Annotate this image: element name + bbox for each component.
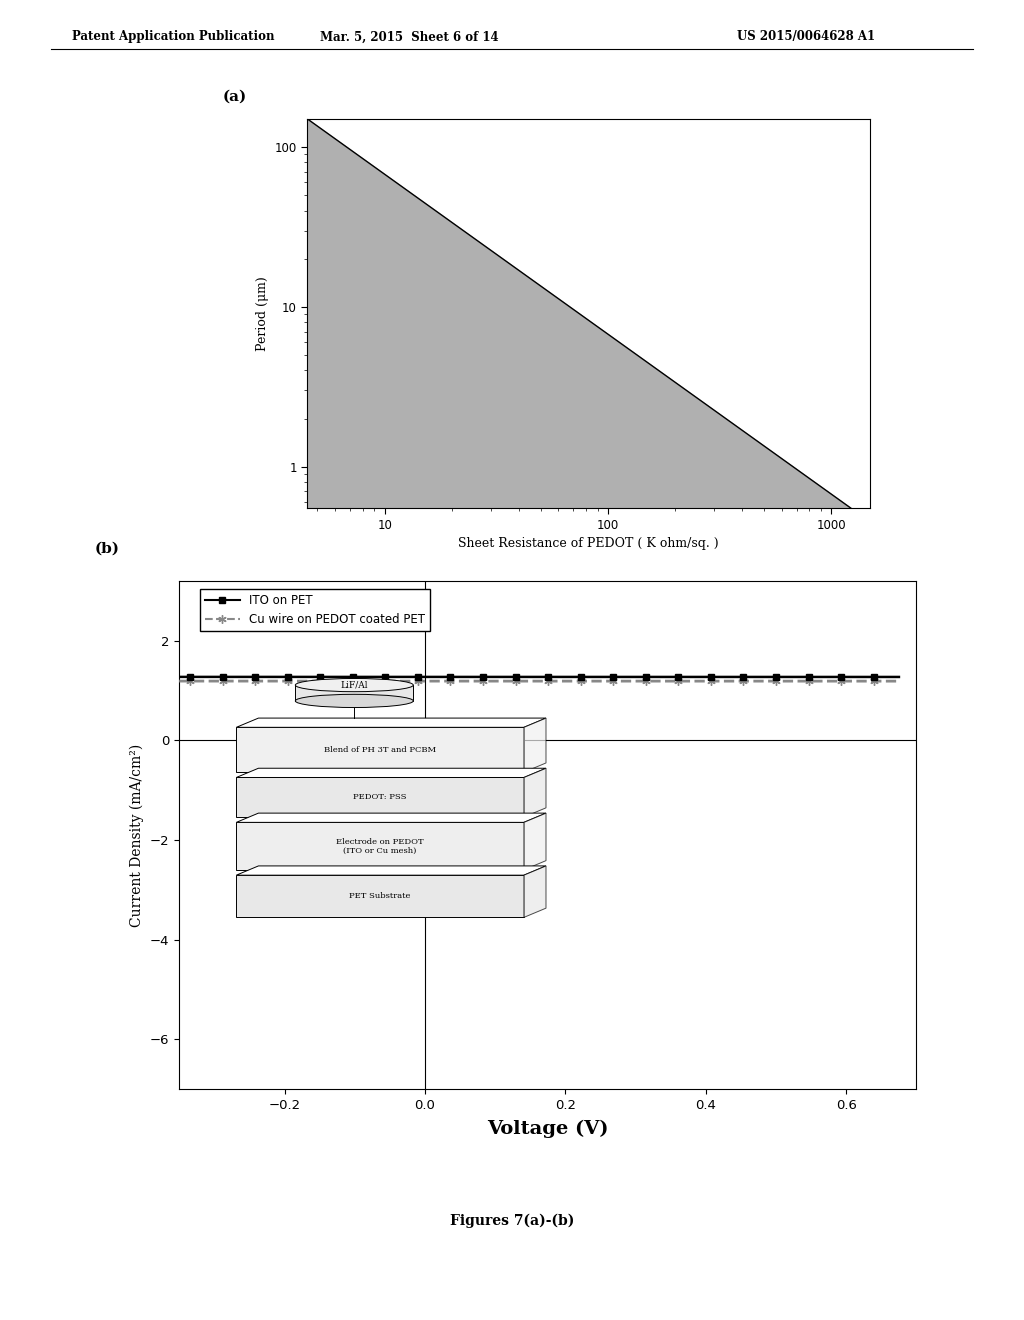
Legend: ITO on PET, Cu wire on PEDOT coated PET: ITO on PET, Cu wire on PEDOT coated PET bbox=[200, 589, 430, 631]
FancyBboxPatch shape bbox=[237, 727, 524, 772]
Text: Electrode on PEDOT
(ITO or Cu mesh): Electrode on PEDOT (ITO or Cu mesh) bbox=[336, 837, 424, 855]
Text: (a): (a) bbox=[222, 90, 247, 103]
FancyBboxPatch shape bbox=[237, 822, 524, 870]
FancyBboxPatch shape bbox=[295, 685, 414, 701]
Y-axis label: Current Density (mA/cm²): Current Density (mA/cm²) bbox=[130, 743, 144, 927]
Text: Mar. 5, 2015  Sheet 6 of 14: Mar. 5, 2015 Sheet 6 of 14 bbox=[321, 30, 499, 44]
Ellipse shape bbox=[295, 678, 414, 692]
Text: LiF/Al: LiF/Al bbox=[341, 681, 368, 689]
Text: PET Substrate: PET Substrate bbox=[349, 892, 411, 900]
Polygon shape bbox=[524, 866, 546, 917]
Text: PEDOT: PSS: PEDOT: PSS bbox=[353, 793, 407, 801]
Text: Figures 7(a)-(b): Figures 7(a)-(b) bbox=[450, 1214, 574, 1228]
Polygon shape bbox=[237, 813, 546, 822]
X-axis label: Voltage (V): Voltage (V) bbox=[487, 1121, 608, 1138]
Polygon shape bbox=[237, 718, 546, 727]
X-axis label: Sheet Resistance of PEDOT ( K ohm/sq. ): Sheet Resistance of PEDOT ( K ohm/sq. ) bbox=[459, 537, 719, 550]
Polygon shape bbox=[524, 813, 546, 870]
Text: US 2015/0064628 A1: US 2015/0064628 A1 bbox=[737, 30, 876, 44]
Ellipse shape bbox=[295, 694, 414, 708]
Y-axis label: Period (μm): Period (μm) bbox=[256, 276, 269, 351]
Polygon shape bbox=[237, 768, 546, 777]
Text: Blend of PH 3T and PCBM: Blend of PH 3T and PCBM bbox=[324, 746, 436, 754]
Polygon shape bbox=[524, 718, 546, 772]
FancyBboxPatch shape bbox=[237, 777, 524, 817]
Polygon shape bbox=[524, 768, 546, 817]
Text: Patent Application Publication: Patent Application Publication bbox=[72, 30, 274, 44]
FancyBboxPatch shape bbox=[237, 875, 524, 917]
Polygon shape bbox=[237, 866, 546, 875]
Text: (b): (b) bbox=[94, 541, 120, 556]
